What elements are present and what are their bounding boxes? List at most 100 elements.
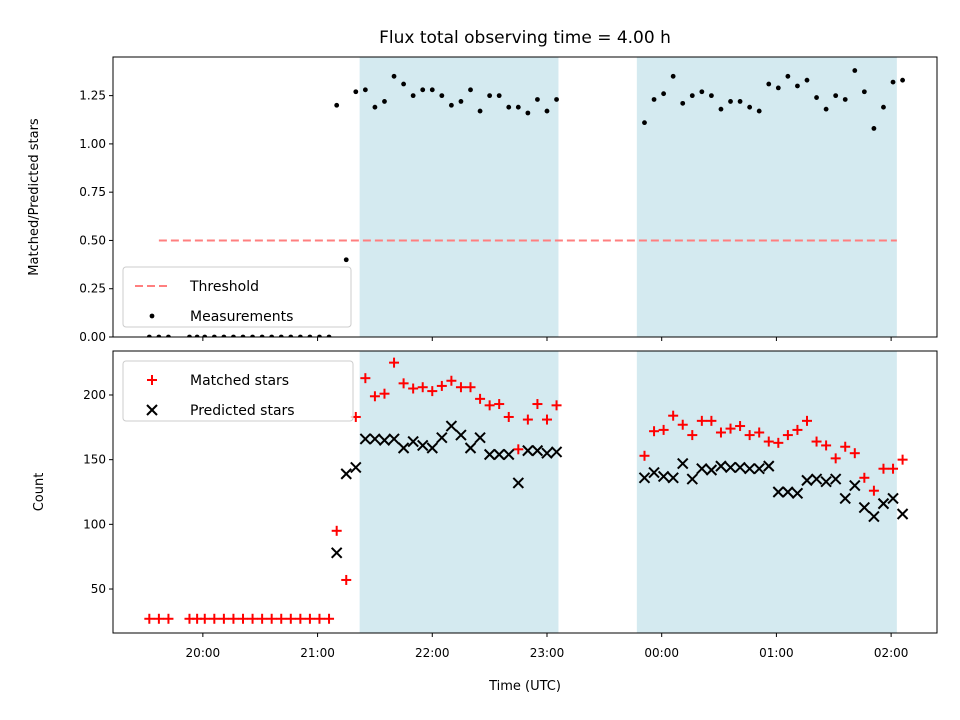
matched-stars-point — [763, 436, 774, 447]
measurements-point — [756, 108, 762, 114]
counts-frame — [112, 350, 938, 634]
matched-stars-point — [868, 485, 879, 496]
matched-stars-point — [408, 383, 419, 394]
measurements-point — [728, 99, 733, 104]
predicted-stars-point — [407, 435, 419, 448]
predicted-stars-point — [455, 429, 467, 441]
matched-stars-point — [522, 414, 533, 425]
matched-stars-point — [706, 415, 717, 426]
matched-stars-point — [696, 415, 707, 426]
matched-stars-point — [465, 382, 476, 393]
measurements-point — [362, 87, 368, 93]
y-tick-label: 0.75 — [79, 185, 106, 199]
predicted-stars-point — [474, 431, 486, 444]
matched-stars-point — [840, 441, 851, 452]
matched-stars-point — [658, 424, 669, 435]
measurements-point — [307, 334, 313, 337]
measurements-point — [642, 120, 647, 126]
matched-stars-point — [276, 613, 287, 624]
matched-stars-point — [379, 388, 390, 399]
predicted-stars-point — [868, 510, 880, 523]
matched-stars-point — [532, 399, 543, 410]
predicted-stars-point — [858, 501, 871, 514]
ratio-frame — [112, 56, 938, 338]
predicted-stars-point — [445, 420, 458, 432]
predicted-stars-point — [801, 474, 813, 487]
x-tick-label: 01:00 — [759, 646, 794, 660]
matched-stars-point — [773, 437, 784, 448]
matched-stars-point — [209, 613, 220, 624]
measurements-point — [458, 99, 464, 104]
legend-swatch — [146, 404, 158, 416]
matched-stars-point — [247, 613, 258, 624]
matched-stars-point — [228, 613, 239, 624]
measurements-point — [326, 334, 332, 337]
measurements-point — [317, 334, 322, 337]
predicted-stars-point — [483, 448, 496, 461]
measurements-point — [823, 106, 829, 112]
y-tick-label: 0.50 — [79, 233, 106, 247]
matched-stars-point — [324, 613, 335, 624]
matched-stars-point — [369, 391, 380, 402]
matched-stars-point — [830, 453, 841, 464]
measurements-point — [515, 104, 521, 110]
predicted-stars-point — [522, 444, 534, 457]
matched-stars-point — [199, 613, 210, 624]
measurements-point — [477, 108, 483, 114]
predicted-stars-point — [839, 492, 851, 505]
matched-stars-point — [821, 440, 832, 451]
predicted-stars-point — [849, 479, 861, 492]
predicted-stars-point — [493, 448, 505, 461]
measurements-point — [211, 334, 217, 337]
measurements-point — [429, 87, 435, 93]
observing-window-1 — [359, 351, 559, 633]
matched-stars-point — [687, 430, 698, 441]
matched-stars-point — [266, 613, 277, 624]
matched-stars-point — [331, 525, 342, 536]
observing-window-1 — [359, 57, 559, 337]
predicted-stars-point — [436, 431, 448, 444]
predicted-stars-point — [686, 473, 698, 485]
legend-box — [122, 266, 352, 328]
measurements-point — [259, 334, 265, 337]
measurements-point — [221, 334, 227, 337]
predicted-stars-point — [677, 457, 689, 470]
measurements-point — [146, 334, 152, 337]
matched-stars-point — [163, 613, 174, 624]
matched-stars-point — [446, 375, 457, 386]
matched-stars-point — [513, 444, 524, 455]
matched-stars-point — [668, 410, 679, 421]
measurements-point — [544, 108, 550, 114]
measurements-point — [718, 106, 724, 112]
predicted-stars-point — [667, 472, 679, 484]
measurements-point — [278, 334, 284, 337]
measurements-point — [661, 91, 667, 97]
matched-stars-point — [792, 424, 803, 435]
predicted-stars-point — [791, 487, 804, 500]
matched-stars-point — [859, 472, 870, 483]
matched-stars-point — [494, 399, 505, 410]
chart-title: Flux total observing time = 4.00 h — [379, 28, 671, 48]
legend-box — [122, 360, 354, 422]
matched-stars-point — [238, 613, 249, 624]
measurements-point — [187, 334, 192, 337]
y-tick-label: 50 — [91, 582, 106, 596]
matched-stars-point — [811, 436, 822, 447]
y-tick-label: 0.00 — [79, 330, 106, 344]
matched-stars-point — [389, 357, 400, 368]
matched-stars-point — [551, 400, 562, 411]
predicted-stars-point — [715, 460, 727, 472]
predicted-stars-point — [743, 463, 756, 475]
predicted-stars-point — [340, 468, 352, 480]
y-tick-label: 1.25 — [79, 89, 106, 103]
predicted-stars-point — [657, 470, 670, 483]
measurements-point — [202, 334, 208, 337]
measurements-point — [382, 99, 387, 104]
counts-legend: Matched stars Predicted stars — [122, 360, 354, 422]
predicted-stars-point — [388, 433, 400, 445]
predicted-stars-point — [696, 463, 708, 475]
predicted-stars-point — [887, 492, 899, 505]
matched-stars-point — [649, 426, 660, 437]
counts-y-axis-title: Count — [32, 473, 47, 512]
measurements-point — [250, 334, 255, 337]
